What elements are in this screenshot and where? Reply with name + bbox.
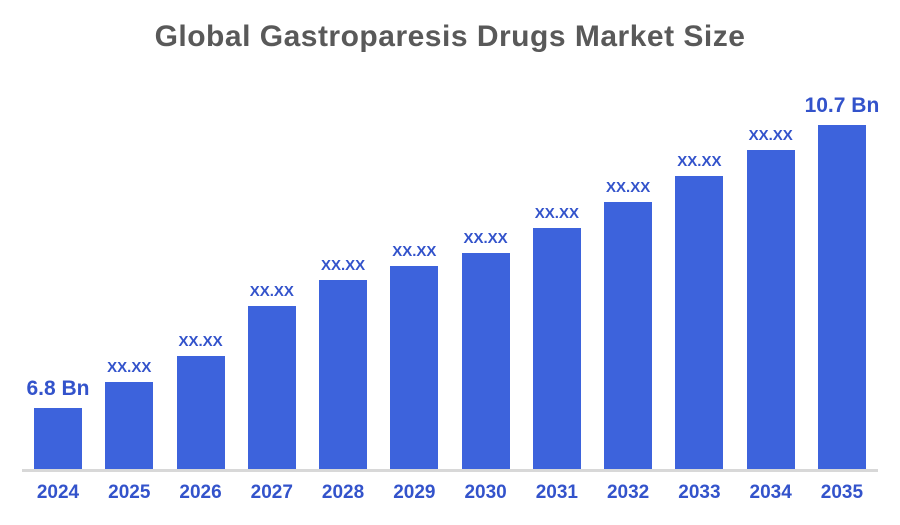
bar-column: XX.XX — [319, 257, 368, 470]
chart-title: Global Gastroparesis Drugs Market Size — [154, 20, 746, 53]
bar — [390, 266, 439, 470]
value-label: XX.XX — [107, 359, 152, 376]
bar-column: 10.7 Bn — [805, 95, 879, 470]
bar-column: XX.XX — [604, 179, 653, 470]
bar — [34, 408, 82, 470]
x-tick-label: 2035 — [820, 482, 864, 503]
bar-column: XX.XX — [746, 127, 795, 470]
x-tick-label: 2032 — [606, 482, 650, 503]
x-tick-label: 2025 — [108, 482, 151, 503]
value-label: XX.XX — [748, 127, 793, 144]
bar — [176, 356, 225, 470]
x-tick-label: 2027 — [250, 482, 293, 503]
bar — [746, 150, 795, 470]
bar-column: XX.XX — [247, 283, 296, 470]
value-label: XX.XX — [249, 283, 294, 300]
bar — [319, 280, 368, 470]
x-tick-label: 2029 — [393, 482, 436, 503]
bar-column: 6.8 Bn — [26, 378, 90, 470]
x-axis-line — [22, 469, 878, 472]
x-tick-label: 2026 — [179, 482, 222, 503]
x-tick-label: 2033 — [678, 482, 721, 503]
bar — [105, 382, 154, 470]
value-label: 10.7 Bn — [804, 94, 880, 117]
value-label: XX.XX — [320, 257, 366, 274]
bar-column: XX.XX — [105, 359, 154, 470]
x-tick-label: 2024 — [36, 482, 80, 503]
bar — [604, 202, 653, 470]
value-label: 6.8 Bn — [26, 377, 90, 400]
x-tick-label: 2028 — [321, 482, 365, 503]
plot-area: 6.8 Bn XX.XX XX.XX XX.XX XX.XX XX.XX XX.… — [26, 60, 879, 470]
bar — [461, 253, 510, 470]
x-axis-labels: 2024 2025 2026 2027 2028 2029 2030 2031 … — [34, 482, 866, 504]
bar-column: XX.XX — [461, 230, 510, 470]
x-tick-label: 2034 — [749, 482, 792, 503]
value-label: XX.XX — [606, 179, 651, 196]
value-label: XX.XX — [534, 205, 579, 222]
value-label: XX.XX — [677, 153, 722, 170]
bar — [817, 125, 866, 470]
bar-column: XX.XX — [390, 243, 439, 470]
x-tick-label: 2031 — [535, 482, 578, 503]
bar-column: XX.XX — [675, 153, 724, 470]
x-tick-label: 2030 — [464, 482, 507, 503]
value-label: XX.XX — [463, 230, 508, 247]
value-label: XX.XX — [178, 333, 223, 350]
bar-column: XX.XX — [176, 333, 225, 470]
bar — [532, 228, 581, 470]
bar — [247, 306, 296, 470]
bar-column: XX.XX — [532, 205, 581, 470]
value-label: XX.XX — [392, 243, 437, 260]
bar — [675, 176, 724, 470]
